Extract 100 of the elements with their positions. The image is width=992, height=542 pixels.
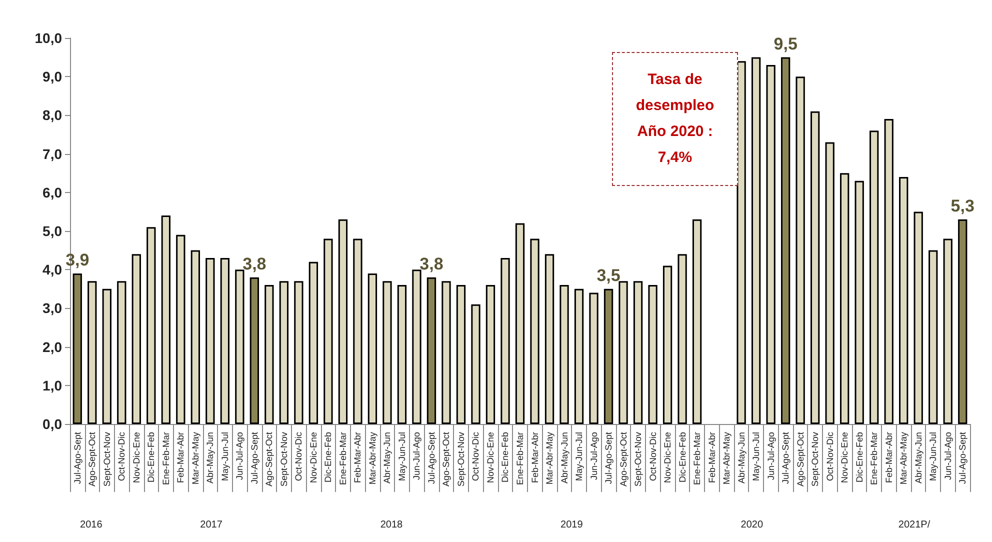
x-tick-label: Abr-May-Jun [913,432,924,484]
bar [176,234,186,424]
x-tick-label: Ene-Feb-Mar [692,432,702,486]
bar [560,285,569,424]
x-tick-label: Jul-Ago-Sept [249,432,260,484]
bar [250,277,259,424]
x-tick-label: Ago-Sept-Oct [87,432,98,487]
bar [132,254,141,424]
x-tick-label: Feb-Mar-Abr [884,432,894,484]
x-tick-label: Mar-Abr-May [722,432,732,485]
y-tick-label: 2,0 [42,338,62,355]
data-label: 3,8 [420,254,444,274]
x-tick-label: Sept-Oct-Nov [810,432,820,487]
bar [958,219,968,424]
x-tick-label: Abr-May-Jun [559,432,570,484]
x-tick-label: Ago-Sept-Oct [795,432,806,487]
data-label: 5,3 [950,196,974,216]
text: 2016 [80,520,103,530]
data-label: 3,8 [242,254,266,274]
bar [426,277,436,424]
bar [943,238,952,424]
bar [618,281,628,424]
y-tick-label: 6,0 [42,184,62,200]
x-tick-label: Jul-Ago-Sept [426,432,436,484]
x-tick-label: Mar-Abr-May [544,432,555,485]
bar [500,258,510,424]
bar [633,281,643,424]
data-label: 9,5 [774,34,798,54]
x-tick-label: Mar-Abr-May [367,432,378,485]
bar [161,216,170,424]
bar [102,288,112,424]
x-tick-label: Sept-Oct-Nov [456,432,466,487]
x-tick-label: Jun-Jul-Ago [412,432,422,480]
data-label: 3,5 [596,266,620,285]
bar [662,266,672,424]
bar [751,57,761,424]
x-tick-label: Nov-Dic-Ene [485,432,496,484]
x-tick-label: Jun-Jul-Ago [234,432,245,480]
x-tick-label: Nov-Dic-Ene [662,432,673,484]
x-tick-label: Nov-Dic-Ene [308,432,318,484]
bar [884,119,894,424]
x-tick-label: Sept-Oct-Nov [633,432,644,487]
bar [72,273,82,424]
x-tick-label: May-Jun-Jul [396,432,407,482]
x-tick-label: Abr-May-Jun [205,432,216,484]
bar [442,281,451,424]
x-tick-label: Dic-Ene-Feb [146,432,156,483]
bar [412,270,422,424]
x-tick-label: Feb-Mar-Abr [530,432,540,484]
bar [220,258,230,424]
x-tick-label: Jul-Ago-Sept [780,432,791,484]
x-tick-label: Jun-Jul-Ago [766,432,776,480]
x-tick-label: Ago-Sept-Oct [441,432,452,487]
bar [368,273,378,424]
bar [854,180,864,424]
x-tick-label: Oct-Nov-Dic [824,432,835,481]
bar [338,219,348,424]
bar [766,65,776,424]
bar [928,250,938,424]
y-tick-label: 3,0 [42,300,62,316]
y-tick-label: 10,0 [34,30,62,46]
bar [353,238,362,424]
bar [456,285,466,424]
bar [397,285,407,424]
x-tick-label: Oct-Nov-Dic [648,432,658,481]
x-tick-label: Dic-Ene-Feb [677,432,688,483]
bar [88,281,97,424]
bar [264,285,274,424]
x-tick-label: Abr-May-Jun [736,432,746,484]
text-box: Tasa de desempleo Año 2020 : 7,4% [612,52,738,186]
x-tick-label: May-Jun-Jul [574,432,584,482]
bar [736,61,746,424]
x-tick-label: Nov-Dic-Ene [840,432,850,484]
x-tick-label: Oct-Nov-Dic [294,432,304,481]
x-tick-label: Jul-Ago-Sept [958,432,968,484]
bar [235,270,244,424]
x-tick-label: Nov-Dic-Ene [131,432,142,484]
x-tick-label: Sept-Oct-Nov [102,432,112,487]
x-tick-label: Ago-Sept-Oct [264,432,274,487]
bar [530,238,540,424]
x-tick-label: Ene-Feb-Mar [515,432,525,486]
x-tick-label: Oct-Nov-Dic [116,432,127,481]
bar [190,250,200,424]
bar [294,281,304,424]
x-tick-label: Mar-Abr-May [898,432,909,485]
bar [544,254,554,424]
text: 2021P/ [898,520,930,530]
x-tick-label: Mar-Abr-May [190,432,200,485]
text: 2017 [200,520,223,530]
x-tick-label: Abr-May-Jun [382,432,392,484]
bar [648,285,658,424]
bar [574,288,584,424]
bar [604,288,614,424]
bar [899,176,908,424]
bar [678,254,687,424]
bar [117,281,126,424]
bar [870,130,879,424]
bar [810,111,820,424]
y-tick-label: 4,0 [42,262,62,278]
x-tick-label: Jun-Jul-Ago [942,432,953,480]
